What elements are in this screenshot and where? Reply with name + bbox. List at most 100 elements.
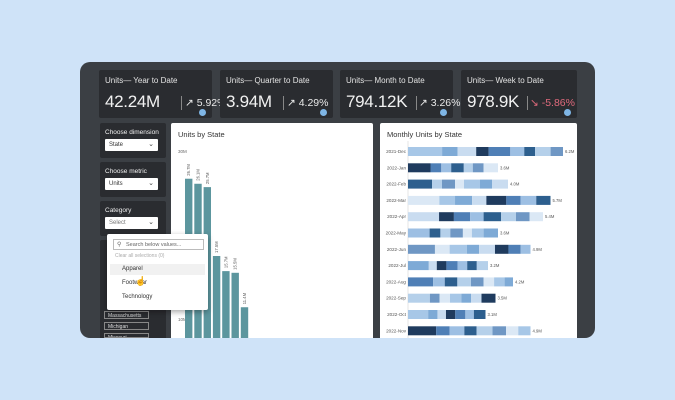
month-bar-segment[interactable] <box>436 326 450 336</box>
month-bar-segment[interactable] <box>439 195 456 205</box>
month-bar-segment[interactable] <box>434 244 450 254</box>
info-dot-icon[interactable] <box>440 109 447 116</box>
state-chip[interactable]: Massachusetts <box>104 311 149 319</box>
info-dot-icon[interactable] <box>564 109 571 116</box>
month-bar-segment[interactable] <box>476 147 489 156</box>
month-bar-segment[interactable] <box>483 228 498 238</box>
month-bar-segment[interactable] <box>461 293 471 303</box>
month-bar-segment[interactable] <box>476 326 493 336</box>
month-bar-segment[interactable] <box>450 228 463 238</box>
month-bar-segment[interactable] <box>520 244 531 254</box>
month-bar-segment[interactable] <box>429 228 441 238</box>
month-bar-segment[interactable] <box>408 212 440 222</box>
month-bar-segment[interactable] <box>518 326 531 336</box>
month-bar-segment[interactable] <box>439 212 454 222</box>
kpi-card-wtd[interactable]: Units— Week to Date 978.9K ↘ -5.86% <box>461 70 577 118</box>
month-bar-segment[interactable] <box>463 163 473 173</box>
month-bar-segment[interactable] <box>455 195 473 205</box>
month-bar-segment[interactable] <box>408 244 435 254</box>
kpi-card-qtd[interactable]: Units— Quarter to Date 3.94M ↗ 4.29% <box>220 70 333 118</box>
month-bar-segment[interactable] <box>501 212 516 222</box>
month-bar-segment[interactable] <box>457 147 477 156</box>
kpi-card-mtd[interactable]: Units— Month to Date 794.12K ↗ 3.26% <box>340 70 461 118</box>
month-bar-segment[interactable] <box>455 310 466 319</box>
dropdown-option-footwear[interactable]: Footwear <box>122 280 148 286</box>
month-bar-segment[interactable] <box>486 195 507 205</box>
month-bar-segment[interactable] <box>430 163 442 173</box>
month-bar-segment[interactable] <box>483 277 495 287</box>
month-bar-segment[interactable] <box>464 179 480 189</box>
state-bar[interactable] <box>212 256 221 338</box>
month-bar-segment[interactable] <box>408 179 432 189</box>
month-bar-segment[interactable] <box>433 277 445 287</box>
month-bar-segment[interactable] <box>450 293 462 303</box>
month-bar-segment[interactable] <box>428 261 437 271</box>
month-bar-segment[interactable] <box>408 277 434 287</box>
month-bar-segment[interactable] <box>440 228 451 238</box>
info-dot-icon[interactable] <box>320 109 327 116</box>
month-bar-segment[interactable] <box>510 147 525 156</box>
month-bar-segment[interactable] <box>408 163 431 173</box>
month-bar-segment[interactable] <box>471 293 482 303</box>
month-bar-segment[interactable] <box>464 326 477 336</box>
month-bar-segment[interactable] <box>408 310 429 319</box>
state-bar[interactable] <box>231 272 239 338</box>
month-bar-segment[interactable] <box>480 179 492 189</box>
month-bar-segment[interactable] <box>408 326 437 336</box>
month-bar-segment[interactable] <box>470 212 484 222</box>
month-bar-segment[interactable] <box>516 212 530 222</box>
month-bar-segment[interactable] <box>455 179 464 189</box>
dropdown-option-apparel[interactable]: Apparel <box>110 264 205 275</box>
month-bar-segment[interactable] <box>479 244 495 254</box>
metric-select[interactable]: Units ⌄ <box>105 178 158 190</box>
month-bar-segment[interactable] <box>408 261 429 271</box>
month-bar-segment[interactable] <box>472 163 484 173</box>
month-bar-segment[interactable] <box>466 244 480 254</box>
month-bar-segment[interactable] <box>436 261 447 271</box>
dimension-select[interactable]: State ⌄ <box>105 139 158 151</box>
month-bar-segment[interactable] <box>492 179 508 189</box>
month-bar-segment[interactable] <box>449 326 465 336</box>
clear-selections-link[interactable]: Clear all selections (0) <box>115 253 165 259</box>
state-chip[interactable]: Missouri <box>104 333 149 338</box>
month-bar-segment[interactable] <box>408 147 443 156</box>
state-chip[interactable]: Michigan <box>104 322 149 330</box>
month-bar-segment[interactable] <box>432 179 442 189</box>
state-bar[interactable] <box>222 271 230 338</box>
month-bar-segment[interactable] <box>473 310 486 319</box>
month-bar-segment[interactable] <box>520 195 537 205</box>
month-bar-segment[interactable] <box>437 310 446 319</box>
month-bar-segment[interactable] <box>428 310 438 319</box>
month-bar-segment[interactable] <box>465 310 474 319</box>
month-bar-segment[interactable] <box>504 277 513 287</box>
month-bar-segment[interactable] <box>462 228 472 238</box>
month-bar-segment[interactable] <box>457 261 468 271</box>
month-bar-segment[interactable] <box>442 179 455 189</box>
month-bar-segment[interactable] <box>536 195 551 205</box>
month-bar-segment[interactable] <box>445 310 456 319</box>
month-bar-segment[interactable] <box>408 293 430 303</box>
month-bar-segment[interactable] <box>483 163 498 173</box>
month-bar-segment[interactable] <box>488 147 511 156</box>
month-bar-segment[interactable] <box>446 261 458 271</box>
kpi-card-ytd[interactable]: Units— Year to Date 42.24M ↗ 5.92% <box>99 70 227 118</box>
month-bar-segment[interactable] <box>483 212 502 222</box>
month-bar-segment[interactable] <box>471 277 484 287</box>
state-bar[interactable] <box>240 307 249 338</box>
month-bar-segment[interactable] <box>457 277 471 287</box>
month-bar-segment[interactable] <box>550 147 563 156</box>
month-bar-segment[interactable] <box>408 228 430 238</box>
month-bar-segment[interactable] <box>472 195 487 205</box>
month-bar-segment[interactable] <box>444 277 458 287</box>
month-bar-segment[interactable] <box>476 261 488 271</box>
month-bar-segment[interactable] <box>441 163 452 173</box>
month-bar-segment[interactable] <box>439 293 451 303</box>
month-bar-segment[interactable] <box>535 147 551 156</box>
month-bar-segment[interactable] <box>449 244 467 254</box>
month-bar-segment[interactable] <box>494 244 509 254</box>
month-bar-segment[interactable] <box>506 326 519 336</box>
dropdown-option-technology[interactable]: Technology <box>122 294 153 300</box>
month-bar-segment[interactable] <box>467 261 477 271</box>
month-bar-segment[interactable] <box>524 147 536 156</box>
month-bar-segment[interactable] <box>481 293 496 303</box>
